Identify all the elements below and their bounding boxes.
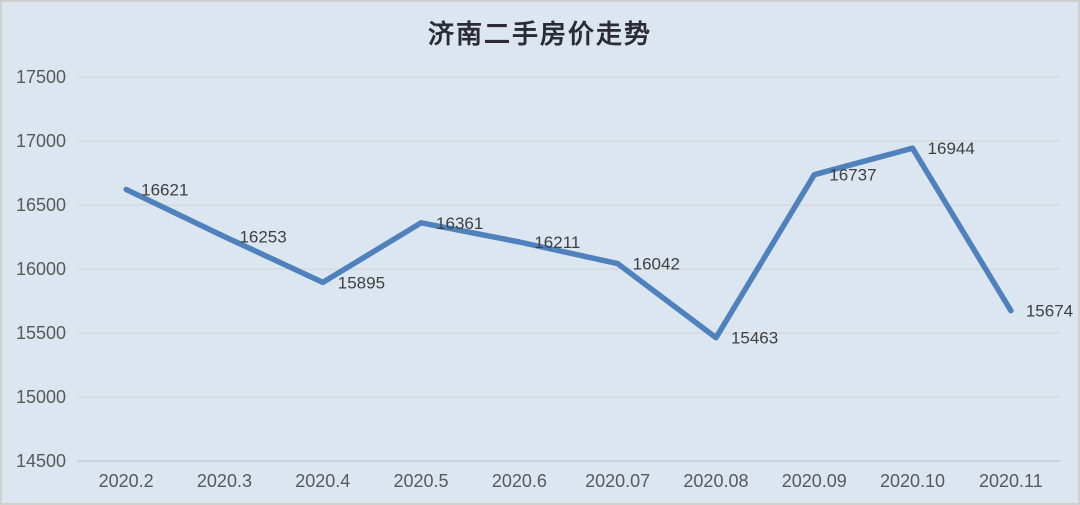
x-axis-tick-label: 2020.10 — [880, 471, 945, 491]
chart-title: 济南二手房价走势 — [427, 20, 652, 50]
data-point-label: 15674 — [1026, 302, 1073, 321]
x-axis-tick-label: 2020.5 — [394, 471, 449, 491]
y-axis-tick-label: 15500 — [16, 323, 66, 343]
data-line-series — [123, 145, 1014, 341]
y-axis-tick-label: 17000 — [16, 131, 66, 151]
y-axis-tick-label: 17500 — [16, 67, 66, 87]
x-axis-tick-label: 2020.09 — [782, 471, 847, 491]
y-axis-tick-label: 14500 — [16, 451, 66, 471]
data-point-label: 16737 — [829, 166, 876, 185]
data-point-label: 15463 — [731, 329, 778, 348]
x-axis-tick-label: 2020.11 — [979, 471, 1043, 491]
y-axis-tick-label: 16000 — [16, 259, 66, 279]
x-axis-tick-label: 2020.07 — [585, 471, 650, 491]
x-axis-tick-label: 2020.3 — [197, 471, 252, 491]
data-point-label: 16621 — [141, 181, 188, 200]
y-axis-tick-label: 16500 — [16, 195, 66, 215]
data-point-label: 16944 — [928, 139, 975, 158]
x-axis-tick-label: 2020.08 — [683, 471, 748, 491]
x-axis-tick-label: 2020.2 — [99, 471, 154, 491]
data-point-label: 16361 — [436, 214, 483, 233]
data-point-label: 16253 — [239, 228, 286, 247]
data-point-label: 16211 — [534, 233, 580, 252]
x-axis-tick-label: 2020.6 — [492, 471, 547, 491]
data-point-label: 15895 — [338, 273, 385, 292]
y-axis-tick-label: 15000 — [16, 387, 66, 407]
x-axis-tick-label: 2020.4 — [295, 471, 350, 491]
data-point-label: 16042 — [633, 255, 680, 274]
